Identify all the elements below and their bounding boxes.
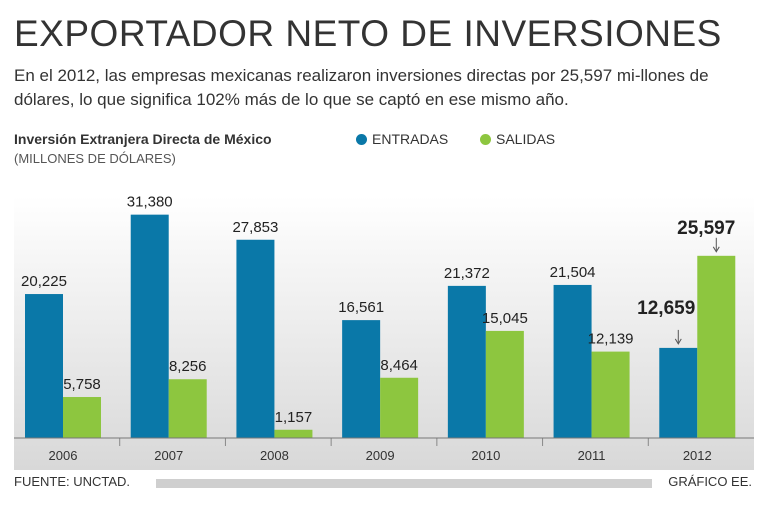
legend-salidas-swatch <box>480 133 491 145</box>
source-note: FUENTE: UNCTAD. <box>14 474 131 489</box>
bar-salidas-2010 <box>485 330 524 438</box>
bar-salidas-2012 <box>697 255 736 438</box>
bar-entradas-2007 <box>130 214 169 438</box>
data-label-entradas-2010: 21,372 <box>444 265 490 282</box>
bar-salidas-2006 <box>63 397 101 438</box>
x-tick-label-2009: 2009 <box>366 448 395 463</box>
x-tick-label-2006: 2006 <box>49 448 78 463</box>
data-label-salidas-2008: 1,157 <box>275 409 313 426</box>
chart-title: Inversión Extranjera Directa de México <box>14 131 272 147</box>
bar-entradas-2009 <box>342 320 381 438</box>
legend-entradas-label: ENTRADAS <box>372 131 449 147</box>
bar-entradas-2010 <box>447 285 486 438</box>
arrowhead-entradas-2012 <box>674 338 682 345</box>
x-tick-label-2011: 2011 <box>578 448 606 463</box>
chart-units: (MILLONES DE DÓLARES) <box>14 151 176 166</box>
data-label-salidas-2012: 25,597 <box>677 218 735 239</box>
data-label-salidas-2009: 8,464 <box>380 357 418 374</box>
x-tick-label-2012: 2012 <box>683 448 712 463</box>
data-label-salidas-2006: 5,758 <box>63 376 101 393</box>
data-label-salidas-2007: 8,256 <box>169 358 207 375</box>
bar-entradas-2012 <box>659 347 698 438</box>
legend-entradas: ENTRADAS <box>356 131 448 147</box>
bar-entradas-2008 <box>236 239 275 438</box>
data-label-entradas-2008: 27,853 <box>232 219 278 236</box>
bar-entradas-2011 <box>553 284 592 438</box>
data-label-entradas-2006: 20,225 <box>21 273 67 290</box>
headline: EXPORTADOR NETO DE INVERSIONES <box>14 13 722 54</box>
bar-salidas-2009 <box>380 377 419 438</box>
bar-salidas-2008 <box>274 429 313 438</box>
data-label-salidas-2011: 12,139 <box>588 331 634 348</box>
legend-entradas-swatch <box>356 133 367 145</box>
subtitle: En el 2012, las empresas mexicanas reali… <box>14 66 709 109</box>
x-tick-label-2008: 2008 <box>260 448 289 463</box>
x-tick-label-2007: 2007 <box>154 448 183 463</box>
data-label-entradas-2012: 12,659 <box>637 298 695 319</box>
data-label-salidas-2010: 15,045 <box>482 310 528 327</box>
data-label-entradas-2009: 16,561 <box>338 299 384 316</box>
data-label-entradas-2011: 21,504 <box>550 264 596 281</box>
data-label-entradas-2007: 31,380 <box>127 194 173 211</box>
legend-salidas-label: SALIDAS <box>496 131 556 147</box>
bar-salidas-2011 <box>591 351 630 438</box>
legend-salidas: SALIDAS <box>480 131 555 147</box>
footer-divider <box>156 479 652 488</box>
x-tick-label-2010: 2010 <box>471 448 500 463</box>
graphic-credit: GRÁFICO EE. <box>668 474 752 489</box>
bar-salidas-2007 <box>168 379 207 438</box>
arrowhead-salidas-2012 <box>712 246 720 253</box>
bar-entradas-2006 <box>25 294 63 438</box>
